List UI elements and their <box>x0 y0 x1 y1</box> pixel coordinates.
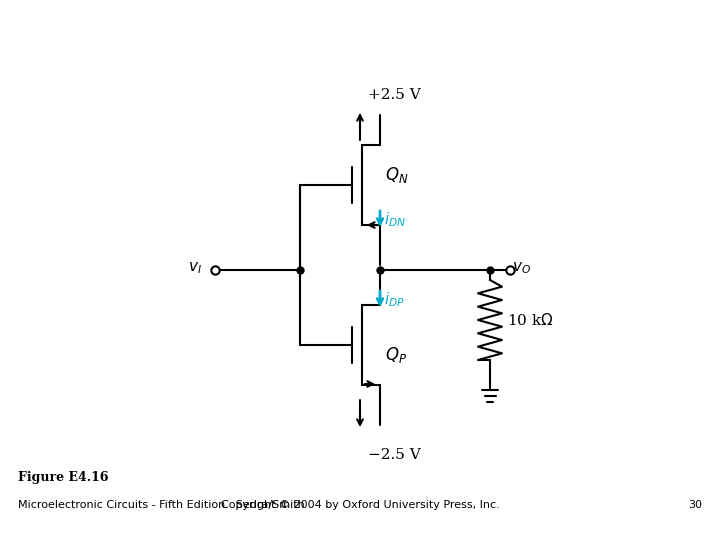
Text: Copyright © 2004 by Oxford University Press, Inc.: Copyright © 2004 by Oxford University Pr… <box>220 500 500 510</box>
Text: $v_O$: $v_O$ <box>512 260 531 276</box>
Text: $i_{DN}$: $i_{DN}$ <box>384 211 406 229</box>
Text: $Q_N$: $Q_N$ <box>385 165 408 185</box>
Text: Figure E4.16: Figure E4.16 <box>18 471 109 484</box>
Text: $Q_P$: $Q_P$ <box>385 345 407 365</box>
Text: 30: 30 <box>688 500 702 510</box>
Text: +2.5 V: +2.5 V <box>368 88 420 102</box>
Text: −2.5 V: −2.5 V <box>368 448 420 462</box>
Text: $i_{DP}$: $i_{DP}$ <box>384 291 405 309</box>
Text: $v_I$: $v_I$ <box>188 260 202 276</box>
Text: Microelectronic Circuits - Fifth Edition   Sedra/Smith: Microelectronic Circuits - Fifth Edition… <box>18 500 305 510</box>
Text: 10 k$\Omega$: 10 k$\Omega$ <box>507 312 554 328</box>
